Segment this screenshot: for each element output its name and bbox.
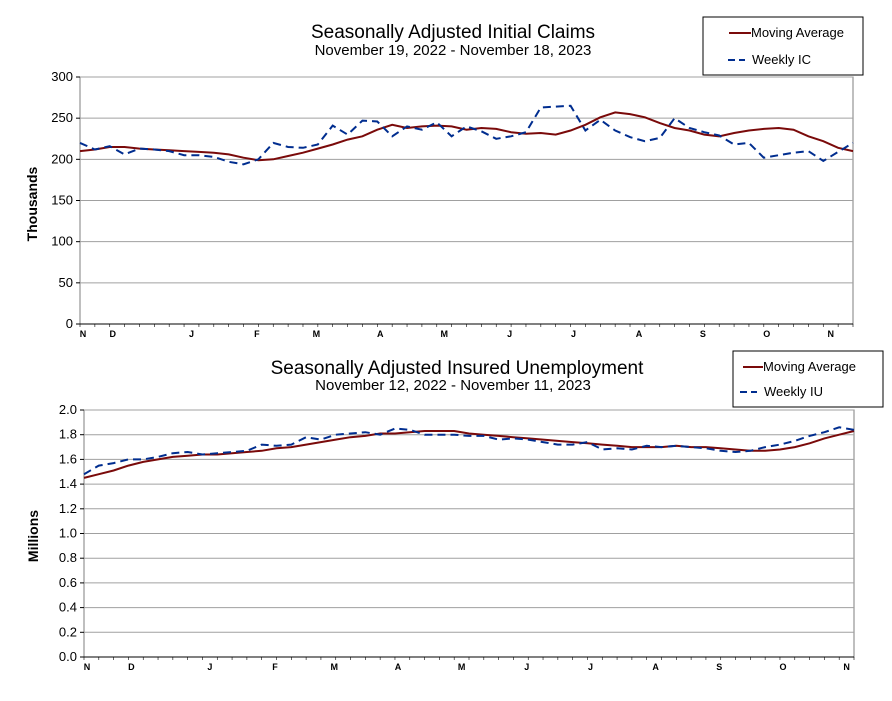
- chart2-x-tick-label: J: [207, 662, 212, 672]
- chart1-legend: Moving Average Weekly IC: [702, 16, 864, 76]
- chart2-y-tick-label: 1.2: [59, 501, 77, 516]
- chart2-x-tick-label: M: [458, 662, 466, 672]
- chart2-legend-ma-label: Moving Average: [763, 359, 856, 374]
- chart2-x-tick-label: O: [779, 662, 786, 672]
- chart1-x-tick-label: O: [763, 329, 770, 339]
- chart1-y-ticks: 0 50 100 150 200 250 300: [51, 69, 80, 331]
- chart1-moving-average-line: [79, 111, 854, 162]
- chart1-x-tick-label: N: [827, 329, 834, 339]
- chart2-y-tick-label: 0.2: [59, 624, 77, 639]
- chart1-y-tick-label: 50: [59, 275, 73, 290]
- chart1-x-tick-label: J: [571, 329, 576, 339]
- chart2-x-tick-label: M: [331, 662, 339, 672]
- chart1-y-axis-label: Thousands: [24, 166, 40, 241]
- chart2-y-tick-label: 1.0: [59, 526, 77, 541]
- chart1-subtitle: November 19, 2022 - November 18, 2023: [315, 42, 592, 59]
- chart1-series: [79, 104, 854, 166]
- chart2-y-tick-label: 1.6: [59, 451, 77, 466]
- chart2-title: Seasonally Adjusted Insured Unemployment: [271, 358, 645, 379]
- chart1-gridlines: [79, 76, 854, 325]
- chart2-x-tick-label: J: [524, 662, 529, 672]
- chart2-y-tick-label: 0.4: [59, 600, 77, 615]
- chart1-legend-box: [702, 16, 864, 76]
- chart2-x-tick-label: N: [843, 662, 850, 672]
- chart1-title: Seasonally Adjusted Initial Claims: [311, 22, 595, 43]
- chart1-x-tick-label: S: [700, 329, 706, 339]
- chart2-y-tick-label: 1.8: [59, 427, 77, 442]
- chart1-x-tick-label: M: [440, 329, 448, 339]
- chart2-legend-weekly-label: Weekly IU: [764, 384, 823, 399]
- chart2-x-tick-label: D: [128, 662, 135, 672]
- chart1-y-tick-label: 200: [51, 151, 73, 166]
- chart2-legend: Moving Average Weekly IU: [732, 350, 884, 408]
- chart1-y-tick-label: 250: [51, 110, 73, 125]
- chart1-x-tick-label: A: [636, 329, 643, 339]
- chart1-x-tick-label: F: [254, 329, 260, 339]
- chart2-y-ticks: 0.0 0.2 0.4 0.6 0.8 1.0 1.2 1.4 1.6 1.8 2.0: [59, 402, 84, 664]
- chart2-y-tick-label: 0.6: [59, 575, 77, 590]
- insured-unemployment-chart: Seasonally Adjusted Insured Unemployment…: [25, 350, 884, 672]
- chart2-x-tick-label: A: [652, 662, 659, 672]
- chart1-legend-weekly-label: Weekly IC: [752, 52, 811, 67]
- chart1-x-tick-label: J: [189, 329, 194, 339]
- chart1-x-tick-label: N: [80, 329, 87, 339]
- chart1-x-tick-label: M: [313, 329, 321, 339]
- chart1-x-tick-label: J: [507, 329, 512, 339]
- chart2-x-tick-label: A: [395, 662, 402, 672]
- chart2-series: [83, 426, 855, 479]
- chart1-x-tick-label: A: [377, 329, 384, 339]
- chart2-weekly-line: [83, 426, 855, 476]
- chart1-y-tick-label: 100: [51, 234, 73, 249]
- chart2-y-axis-label: Millions: [25, 510, 41, 562]
- chart2-y-tick-label: 0.0: [59, 649, 77, 664]
- chart2-subtitle: November 12, 2022 - November 11, 2023: [315, 377, 591, 394]
- chart1-y-tick-label: 150: [51, 193, 73, 208]
- chart1-y-tick-label: 300: [51, 69, 73, 84]
- chart2-legend-box: [732, 350, 884, 408]
- chart2-y-tick-label: 0.8: [59, 550, 77, 565]
- chart2-gridlines: [83, 409, 855, 658]
- chart1-weekly-line: [79, 104, 854, 166]
- chart1-y-tick-label: 0: [66, 316, 73, 331]
- chart1-legend-ma-label: Moving Average: [751, 25, 844, 40]
- chart2-x-tick-label: S: [716, 662, 722, 672]
- initial-claims-chart: Seasonally Adjusted Initial Claims Novem…: [24, 16, 864, 339]
- chart1-x-tick-label: D: [109, 329, 116, 339]
- chart2-y-tick-label: 1.4: [59, 476, 77, 491]
- chart2-x-tick-label: J: [588, 662, 593, 672]
- chart2-x-tick-label: F: [272, 662, 278, 672]
- chart2-y-tick-label: 2.0: [59, 402, 77, 417]
- chart2-x-tick-label: N: [84, 662, 91, 672]
